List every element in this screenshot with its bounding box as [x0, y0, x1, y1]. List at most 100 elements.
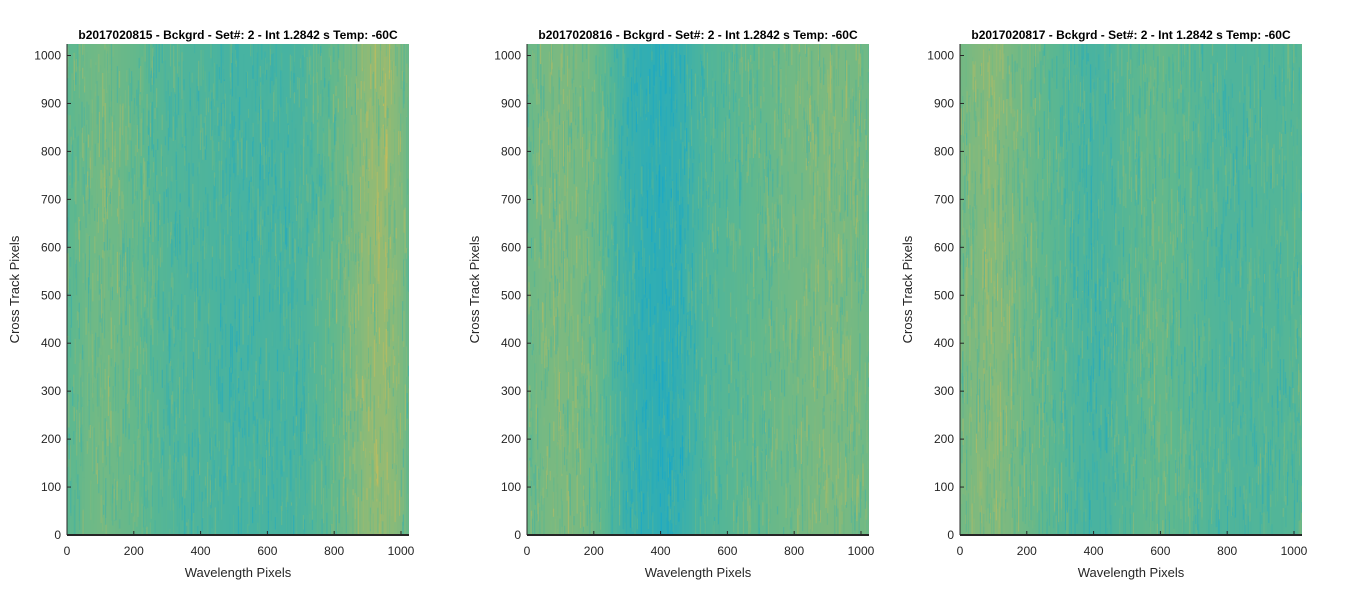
heatmap-noise-streak	[624, 497, 626, 523]
heatmap-noise-streak	[345, 345, 347, 387]
heatmap-noise-streak	[158, 142, 160, 163]
heatmap-noise-streak	[404, 260, 406, 277]
heatmap-noise-streak	[738, 228, 740, 249]
heatmap-noise-streak	[679, 225, 682, 254]
heatmap-column	[692, 44, 696, 535]
heatmap-noise-streak	[90, 335, 92, 345]
heatmap-noise-streak	[846, 334, 848, 364]
heatmap-column	[587, 44, 591, 535]
heatmap-noise-streak	[728, 118, 730, 162]
heatmap-noise-streak	[785, 228, 787, 241]
heatmap-noise-streak	[866, 224, 868, 254]
heatmap-noise-streak	[340, 311, 342, 359]
heatmap-noise-streak	[148, 247, 150, 280]
heatmap-noise-streak	[82, 258, 84, 281]
heatmap-noise-streak	[653, 253, 655, 269]
heatmap-noise-streak	[184, 148, 186, 166]
heatmap-noise-streak	[781, 369, 783, 393]
heatmap-noise-streak	[841, 89, 843, 118]
heatmap-column	[238, 44, 242, 535]
heatmap-noise-streak	[101, 328, 103, 360]
heatmap-noise-streak	[257, 224, 259, 241]
heatmap-noise-streak	[202, 65, 204, 80]
heatmap-noise-streak	[694, 313, 696, 355]
heatmap-noise-streak	[238, 101, 240, 150]
heatmap-noise-streak	[221, 316, 223, 340]
heatmap-noise-streak	[200, 212, 202, 255]
heatmap-noise-streak	[567, 398, 569, 446]
heatmap-noise-streak	[554, 367, 556, 407]
heatmap-noise-streak	[303, 331, 305, 360]
heatmap-noise-streak	[824, 260, 827, 306]
heatmap-noise-streak	[203, 123, 205, 147]
heatmap-noise-streak	[252, 156, 254, 204]
heatmap-noise-streak	[639, 148, 641, 194]
heatmap-noise-streak	[662, 361, 664, 391]
heatmap-noise-streak	[695, 352, 697, 395]
heatmap-noise-streak	[112, 244, 114, 265]
heatmap-noise-streak	[803, 208, 805, 249]
heatmap-noise-streak	[862, 189, 864, 235]
heatmap-noise-streak	[809, 131, 812, 142]
heatmap-noise-streak	[355, 508, 358, 535]
heatmap-noise-streak	[173, 236, 175, 251]
heatmap-noise-streak	[302, 185, 304, 228]
heatmap-noise-streak	[81, 359, 83, 398]
heatmap-noise-streak	[816, 268, 818, 316]
heatmap-noise-streak	[850, 176, 852, 221]
heatmap-noise-streak	[384, 57, 386, 87]
heatmap-noise-streak	[648, 128, 650, 147]
heatmap-noise-streak	[726, 238, 728, 268]
heatmap-noise-streak	[861, 289, 863, 305]
heatmap-column	[382, 44, 386, 535]
heatmap-noise-streak	[248, 186, 250, 211]
heatmap-noise-streak	[218, 440, 220, 452]
heatmap-noise-streak	[68, 44, 70, 76]
heatmap-noise-streak	[387, 382, 390, 409]
heatmap-noise-streak	[286, 510, 288, 535]
heatmap-noise-streak	[387, 321, 389, 331]
heatmap-noise-streak	[757, 213, 759, 261]
heatmap-noise-streak	[332, 217, 334, 238]
heatmap-noise-streak	[537, 185, 539, 213]
heatmap-noise-streak	[558, 149, 560, 187]
heatmap-noise-streak	[674, 44, 676, 69]
heatmap-noise-streak	[233, 434, 235, 459]
heatmap-noise-streak	[658, 450, 660, 472]
heatmap-noise-streak	[701, 303, 703, 322]
heatmap-noise-streak	[162, 340, 164, 352]
heatmap-noise-streak	[671, 132, 673, 158]
heatmap-noise-streak	[784, 246, 786, 271]
heatmap-noise-streak	[216, 201, 218, 220]
heatmap-column	[88, 44, 92, 535]
heatmap-noise-streak	[649, 163, 651, 188]
heatmap-noise-streak	[752, 372, 754, 396]
heatmap-column	[328, 44, 332, 535]
heatmap-noise-streak	[258, 295, 260, 322]
heatmap-noise-streak	[370, 46, 372, 65]
heatmap-noise-streak	[844, 316, 846, 341]
heatmap-noise-streak	[603, 258, 605, 274]
heatmap-noise-streak	[248, 407, 250, 437]
heatmap-noise-streak	[125, 480, 127, 501]
heatmap-noise-streak	[754, 476, 756, 500]
heatmap-noise-streak	[855, 378, 857, 416]
heatmap-noise-streak	[735, 44, 737, 72]
heatmap-noise-streak	[568, 89, 571, 128]
heatmap-noise-streak	[246, 71, 248, 89]
heatmap-noise-streak	[234, 49, 237, 65]
heatmap-noise-streak	[539, 123, 541, 165]
heatmap-noise-streak	[78, 217, 80, 240]
heatmap-noise-streak	[535, 67, 537, 101]
heatmap-noise-streak	[793, 414, 795, 439]
heatmap-noise-streak	[338, 59, 340, 70]
heatmap-noise-streak	[209, 403, 212, 429]
heatmap-noise-streak	[173, 435, 175, 472]
heatmap-noise-streak	[252, 296, 255, 336]
heatmap-noise-streak	[603, 297, 605, 328]
heatmap-noise-streak	[253, 420, 255, 467]
heatmap-noise-streak	[257, 456, 260, 480]
heatmap-noise-streak	[263, 279, 265, 320]
heatmap-noise-streak	[586, 411, 588, 442]
heatmap-noise-streak	[640, 77, 642, 117]
